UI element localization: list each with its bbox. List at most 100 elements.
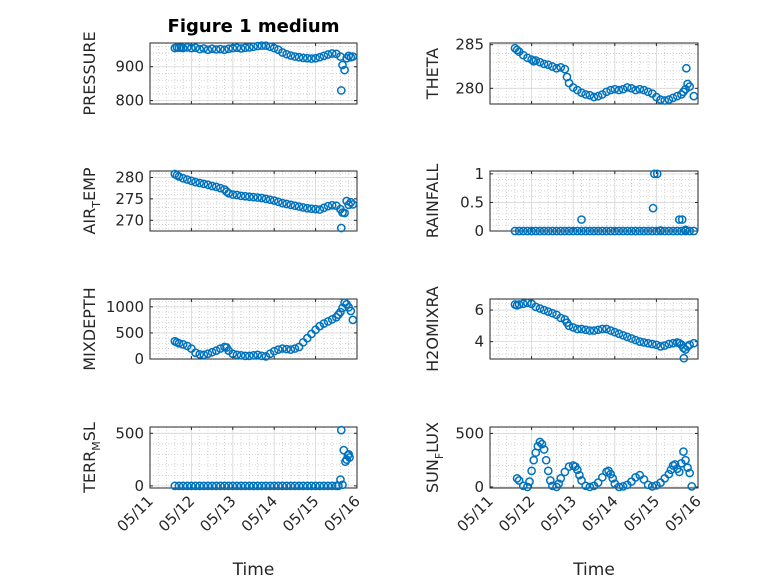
data-point — [543, 60, 553, 70]
data-point — [286, 345, 296, 354]
data-point — [610, 327, 620, 337]
subplot-sun-flux: 0 500 SUNFLUX 05/1105/1205/1305/1405/1505/1… — [423, 422, 705, 580]
data-point — [529, 455, 539, 465]
data-point — [261, 41, 271, 51]
data-point — [294, 52, 304, 62]
data-point — [552, 226, 561, 236]
data-point — [518, 226, 528, 236]
y-tick-label: 280 — [115, 168, 144, 186]
data-point — [220, 481, 229, 491]
data-point — [278, 198, 287, 208]
series-points — [510, 169, 699, 236]
series-points — [170, 169, 358, 233]
data-point — [286, 481, 296, 491]
x-tick-label: 05/16 — [321, 492, 364, 535]
data-point — [327, 200, 337, 210]
data-point — [668, 93, 678, 103]
data-point — [319, 51, 329, 61]
data-point — [302, 203, 312, 213]
data-point — [245, 43, 254, 52]
data-point — [302, 481, 312, 491]
data-point — [282, 199, 291, 209]
data-point — [543, 466, 553, 476]
data-point — [589, 226, 599, 236]
data-point — [585, 226, 595, 236]
data-point — [348, 200, 358, 209]
data-point — [523, 298, 532, 308]
axes-box — [149, 426, 358, 489]
y-axis-label: TERRMSL — [80, 422, 103, 494]
x-tick-label: 05/13 — [196, 492, 239, 535]
data-point — [191, 348, 200, 358]
data-point — [336, 475, 345, 484]
data-point — [236, 191, 246, 201]
data-point — [631, 85, 640, 95]
data-point — [622, 332, 632, 342]
data-point — [639, 475, 649, 484]
data-point — [207, 44, 217, 54]
data-point — [240, 43, 250, 53]
data-point — [278, 344, 287, 353]
data-point — [681, 455, 690, 465]
data-point — [178, 43, 188, 53]
data-point — [286, 51, 296, 60]
data-point — [290, 52, 300, 61]
data-point — [618, 84, 628, 94]
data-point — [573, 324, 582, 334]
data-point — [236, 350, 246, 360]
data-point — [666, 465, 676, 475]
data-point — [514, 476, 524, 485]
data-point — [319, 481, 329, 491]
data-point — [581, 481, 591, 491]
data-point — [323, 50, 333, 59]
data-point — [668, 226, 678, 236]
data-point — [224, 44, 234, 54]
data-point — [581, 325, 591, 335]
data-point — [608, 474, 618, 483]
data-point — [298, 481, 308, 491]
data-point — [577, 226, 586, 236]
data-point — [315, 205, 325, 214]
data-point — [589, 326, 599, 335]
data-point — [290, 201, 300, 211]
data-point — [257, 351, 267, 361]
data-point — [656, 95, 665, 104]
data-point — [606, 326, 615, 335]
chart-title: Figure 1 medium — [168, 16, 340, 37]
data-point — [689, 338, 699, 348]
x-tick-label: 05/16 — [662, 492, 705, 535]
data-point — [535, 226, 545, 236]
data-point — [298, 337, 308, 347]
data-point — [664, 226, 674, 236]
axes-box — [489, 170, 699, 232]
data-point — [228, 190, 238, 199]
data-point — [631, 472, 640, 482]
data-point — [257, 41, 267, 51]
data-point — [199, 481, 209, 491]
data-point — [652, 226, 661, 236]
data-point — [273, 345, 283, 354]
data-point — [560, 467, 570, 477]
data-point — [224, 481, 234, 491]
data-point — [683, 463, 692, 473]
data-point — [340, 65, 349, 75]
data-point — [622, 83, 632, 92]
data-point — [577, 476, 586, 485]
data-point — [315, 481, 325, 491]
data-point — [319, 319, 329, 328]
data-point — [240, 351, 250, 361]
data-point — [286, 200, 296, 210]
data-point — [606, 469, 615, 479]
data-point — [577, 215, 586, 224]
data-point — [307, 54, 316, 63]
data-point — [187, 43, 196, 53]
data-point — [327, 481, 337, 491]
data-point — [514, 226, 524, 236]
data-point — [685, 226, 695, 236]
data-point — [593, 91, 603, 101]
subplot-pressure: 800 900 PRESSURE Figure 1 medium — [80, 16, 358, 116]
y-tick-label: 6 — [474, 301, 484, 319]
y-tick-label: 0 — [134, 477, 144, 495]
data-point — [527, 226, 536, 236]
x-axis-label: Time — [572, 560, 615, 580]
